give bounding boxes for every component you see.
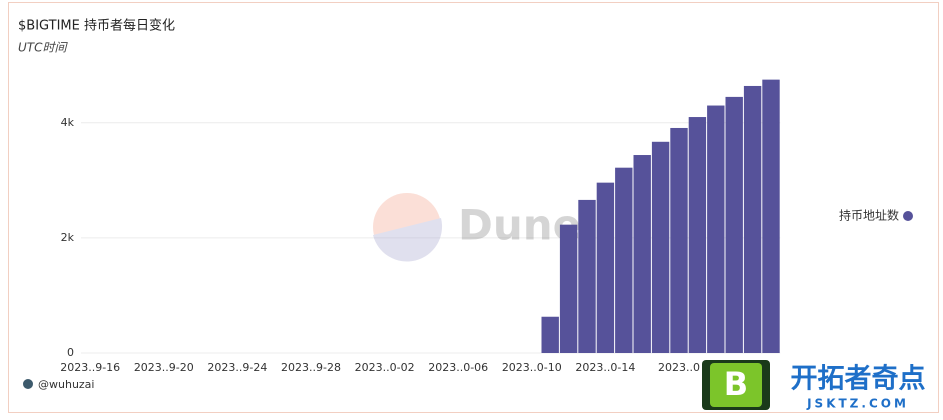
- legend-marker: [903, 211, 913, 221]
- chart-subtitle: UTC时间: [18, 41, 68, 55]
- legend-label: 持币地址数: [839, 208, 899, 223]
- bar: [596, 182, 615, 353]
- bar: [707, 105, 725, 353]
- brand-icon: [710, 363, 762, 407]
- author: @wuhuzai: [38, 378, 94, 391]
- brand-icon-letter: B: [724, 365, 748, 403]
- bar: [670, 127, 688, 353]
- y-tick-label: 0: [67, 346, 74, 359]
- bar: [615, 167, 633, 353]
- y-tick-label: 2k: [61, 231, 75, 244]
- y-tick-label: 4k: [61, 116, 75, 129]
- brand-overlay: B 开拓者奇点 JSKTZ.COM: [702, 360, 926, 411]
- x-tick-label: 2023..9-24: [207, 361, 267, 374]
- bar: [725, 96, 743, 354]
- x-tick-label: 2023..9-28: [281, 361, 341, 374]
- bar: [541, 316, 559, 353]
- x-tick-label: 2023..9-20: [134, 361, 194, 374]
- bar: [633, 155, 651, 353]
- chart-title: $BIGTIME 持币者每日变化: [18, 18, 175, 34]
- x-tick-label: 2023..0-06: [428, 361, 488, 374]
- bar: [559, 224, 578, 353]
- watermark-circle-half: [373, 218, 443, 262]
- x-tick-label: 2023..9-16: [60, 361, 120, 374]
- bar: [688, 117, 707, 353]
- x-tick-label: 2023..0-14: [575, 361, 635, 374]
- watermark-circle: [373, 193, 441, 261]
- author-avatar: [23, 379, 33, 389]
- bar: [762, 79, 780, 353]
- x-tick-label: 2023..0-02: [355, 361, 415, 374]
- bar: [743, 85, 762, 354]
- x-tick-label: 2023..0: [658, 361, 700, 374]
- frame: [8, 2, 939, 413]
- brand-name: 开拓者奇点: [791, 364, 926, 395]
- bar: [578, 199, 596, 353]
- x-tick-label: 2023..0-10: [502, 361, 562, 374]
- bar: [651, 141, 670, 353]
- brand-site: JSKTZ.COM: [806, 397, 909, 411]
